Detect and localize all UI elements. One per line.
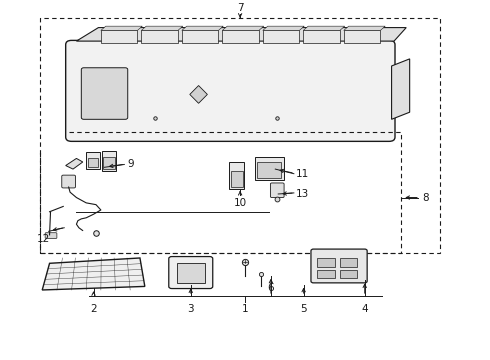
Polygon shape (190, 86, 207, 103)
Text: 5: 5 (300, 304, 307, 314)
Bar (141, 31, 178, 43)
Bar (318, 270, 335, 278)
Bar (102, 151, 117, 171)
Bar (103, 157, 115, 169)
FancyBboxPatch shape (66, 40, 395, 141)
Bar (340, 270, 357, 278)
Text: 6: 6 (268, 283, 274, 293)
Text: 11: 11 (296, 170, 310, 179)
Polygon shape (42, 258, 145, 290)
Bar (257, 162, 281, 178)
Text: 7: 7 (237, 3, 244, 13)
Bar (229, 162, 244, 189)
Polygon shape (76, 28, 406, 41)
Bar (222, 31, 259, 43)
Bar (340, 258, 357, 267)
Polygon shape (263, 26, 304, 31)
Text: 4: 4 (362, 304, 368, 314)
Polygon shape (141, 26, 183, 31)
FancyBboxPatch shape (45, 233, 57, 238)
Polygon shape (222, 26, 264, 31)
Text: 2: 2 (90, 304, 97, 314)
Text: 10: 10 (234, 198, 246, 207)
Polygon shape (66, 158, 83, 169)
Text: 8: 8 (422, 193, 428, 203)
Bar (40, 18, 441, 253)
FancyBboxPatch shape (311, 249, 367, 283)
Bar (86, 152, 100, 169)
Bar (101, 31, 137, 43)
Bar (263, 31, 299, 43)
Bar (255, 157, 284, 180)
Polygon shape (392, 59, 410, 119)
Bar (303, 31, 340, 43)
Bar (88, 158, 98, 167)
Polygon shape (344, 26, 385, 31)
FancyBboxPatch shape (270, 183, 284, 198)
FancyBboxPatch shape (81, 68, 128, 119)
Polygon shape (303, 26, 345, 31)
Text: 9: 9 (127, 159, 134, 170)
Text: 13: 13 (296, 189, 310, 199)
Bar (344, 31, 380, 43)
Bar (176, 263, 205, 283)
Text: 3: 3 (188, 304, 194, 314)
Bar (231, 171, 243, 187)
FancyBboxPatch shape (169, 257, 213, 289)
Text: 1: 1 (242, 304, 248, 314)
Bar (182, 31, 219, 43)
FancyBboxPatch shape (62, 175, 75, 188)
Polygon shape (101, 26, 142, 31)
Polygon shape (182, 26, 223, 31)
Text: 12: 12 (37, 234, 50, 244)
Bar (318, 258, 335, 267)
